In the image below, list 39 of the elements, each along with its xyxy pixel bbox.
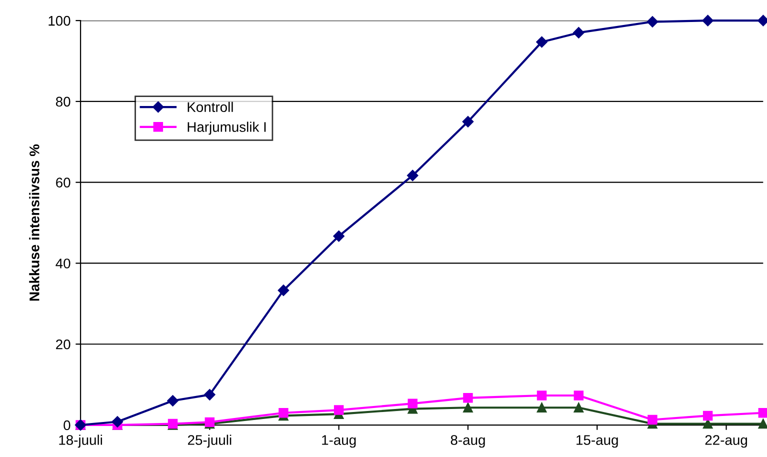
point (167, 395, 178, 406)
point (333, 230, 344, 242)
point (408, 398, 418, 408)
legend-label: Kontroll (188, 102, 233, 112)
y-tick-label: 40 (56, 258, 70, 268)
point (407, 170, 418, 182)
point (702, 14, 714, 26)
point (574, 402, 584, 412)
point (536, 36, 548, 48)
point (536, 390, 547, 400)
x-tick-label: 25-juuli (188, 434, 232, 448)
point (648, 414, 658, 425)
point (758, 408, 767, 418)
x-tick-label: 18-juuli (59, 434, 102, 448)
point (758, 418, 767, 429)
point (646, 16, 658, 28)
x-tick-label: 22-aug (705, 435, 747, 448)
y-tick-label: 0 (64, 420, 70, 430)
x-tick-label: 1-aug (322, 435, 356, 448)
y-tick-label: 20 (56, 339, 70, 350)
y-tick-label: 60 (56, 178, 70, 188)
point (462, 116, 474, 128)
point (536, 402, 547, 412)
point (204, 389, 216, 400)
point (334, 405, 344, 415)
point (112, 416, 124, 428)
point (702, 410, 713, 421)
y-axis-title: Nakkuse intensiivsus % (29, 144, 40, 301)
point (463, 393, 473, 403)
point (278, 408, 288, 418)
legend-label: Harjumuslik I (188, 122, 266, 135)
point (278, 284, 290, 296)
y-tick-label: 100 (48, 16, 70, 26)
x-tick-label: 15-aug (576, 435, 618, 448)
point (463, 402, 473, 412)
point (574, 390, 584, 400)
point (573, 27, 584, 38)
y-tick-label: 80 (56, 96, 70, 107)
x-tick-label: 8-aug (450, 435, 485, 448)
